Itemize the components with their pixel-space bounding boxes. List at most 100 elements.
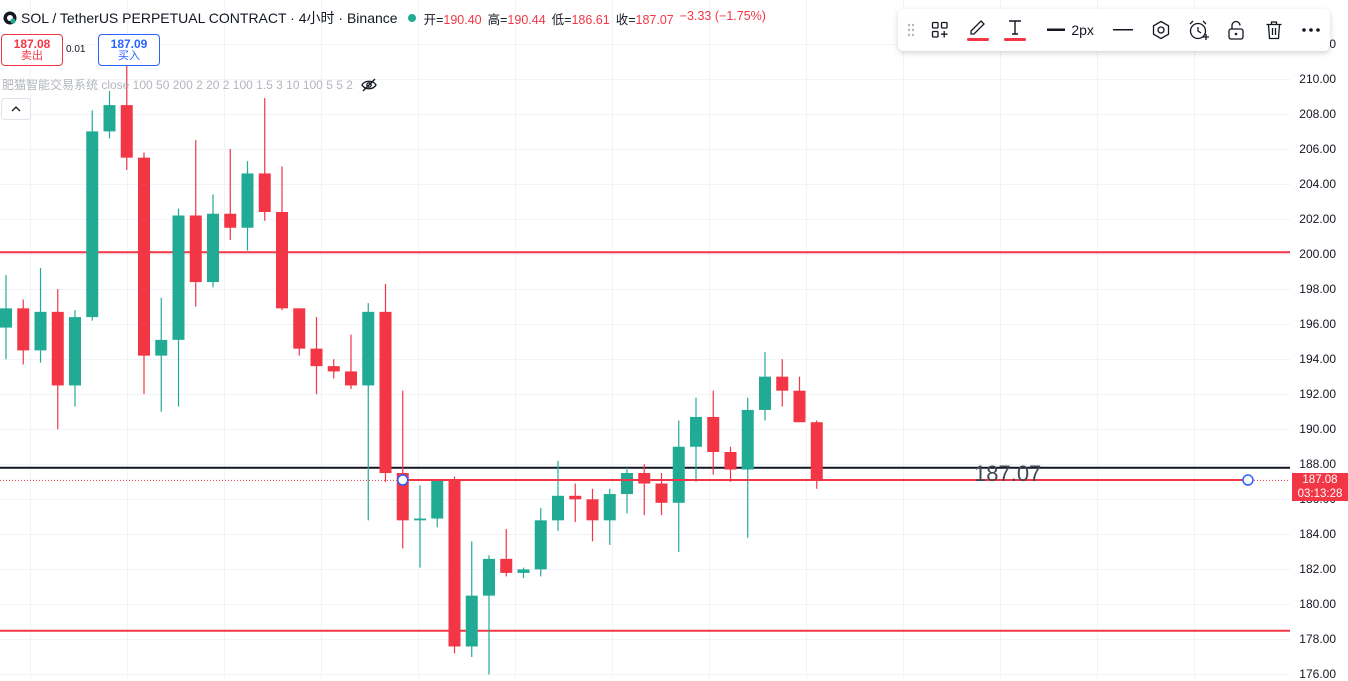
unlock-icon <box>1228 20 1244 40</box>
candlestick-chart[interactable] <box>0 0 1290 678</box>
trend-line[interactable] <box>397 474 1254 486</box>
price-tick: 200.00 <box>1299 247 1336 262</box>
candle <box>810 420 823 489</box>
candle-body <box>603 494 616 521</box>
candle <box>396 390 409 549</box>
drag-handle-icon <box>907 23 915 37</box>
symbol-logo-icon <box>3 11 17 25</box>
line-color-button[interactable] <box>959 9 996 51</box>
candle-body <box>707 416 720 452</box>
candle-body <box>155 339 168 356</box>
candle-body <box>172 215 185 340</box>
candle-body <box>448 480 461 647</box>
horizontal-lines[interactable] <box>0 251 1290 632</box>
candle <box>414 485 426 568</box>
trash-icon <box>1266 21 1282 40</box>
more-button[interactable] <box>1292 9 1329 51</box>
eye-off-icon[interactable] <box>361 78 377 92</box>
candle-body <box>776 376 789 391</box>
candle <box>534 508 547 577</box>
indicator-legend[interactable]: 肥猫智能交易系统 close 100 50 200 2 20 2 100 1.5… <box>2 76 377 93</box>
candle <box>672 420 685 552</box>
candle-body <box>483 558 495 596</box>
candle-body <box>362 311 375 386</box>
ohlc-high-value: 190.44 <box>507 12 546 27</box>
candle <box>483 555 495 675</box>
price-tick: 192.00 <box>1299 387 1336 402</box>
candle-body <box>552 495 564 521</box>
candle-body <box>414 518 426 521</box>
symbol-title[interactable]: SOL / TetherUS PERPETUAL CONTRACT · 4小时 … <box>21 10 398 26</box>
sell-price: 187.08 <box>13 37 51 51</box>
line-width-label: 2px <box>1071 22 1094 38</box>
ohlc-open-value: 190.40 <box>443 12 482 27</box>
buy-button[interactable]: 187.09 买入 <box>98 34 160 66</box>
templates-button[interactable] <box>922 9 959 51</box>
apps-icon <box>932 21 949 38</box>
candle-body <box>638 473 651 484</box>
ohlc-close-label: 收= <box>615 12 636 27</box>
candle <box>793 376 806 423</box>
trend-line-start-handle[interactable] <box>397 474 409 486</box>
delete-button[interactable] <box>1255 9 1292 51</box>
current-price-value: 187.08 <box>1302 474 1338 487</box>
candle-body <box>517 569 530 573</box>
candle <box>431 480 444 528</box>
candle-body <box>103 105 116 132</box>
add-alert-button[interactable] <box>1180 9 1217 51</box>
candle <box>293 308 306 356</box>
sell-button[interactable]: 187.08 卖出 <box>1 34 63 66</box>
candle <box>603 488 616 545</box>
collapse-legend-button[interactable] <box>1 98 31 120</box>
candle <box>379 283 392 482</box>
candle <box>621 467 633 514</box>
trend-line-end-handle[interactable] <box>1242 474 1254 486</box>
candle-body <box>138 157 150 356</box>
candle-body <box>224 213 237 228</box>
candle <box>276 166 288 311</box>
candle <box>759 352 771 421</box>
candle <box>103 91 116 139</box>
candle <box>362 303 375 521</box>
line-width-icon <box>1047 28 1066 31</box>
candle <box>707 390 720 475</box>
candle <box>207 194 219 288</box>
price-tick: 196.00 <box>1299 317 1336 332</box>
drag-handle[interactable] <box>900 9 922 51</box>
candle-body <box>586 499 599 521</box>
candle <box>241 161 254 251</box>
price-tick: 206.00 <box>1299 141 1336 156</box>
candle-body <box>379 311 392 474</box>
candle <box>327 359 340 379</box>
chart-grid <box>0 0 1290 678</box>
price-axis[interactable]: 212.00210.00208.00206.00204.00202.00200.… <box>1290 0 1348 681</box>
bar-countdown: 03:13:28 <box>1297 488 1343 501</box>
candle <box>500 529 513 577</box>
drawing-toolbar: 2px <box>898 9 1330 51</box>
candle <box>155 297 168 412</box>
line-width-button[interactable]: 2px <box>1038 9 1103 51</box>
candle-body <box>672 446 685 503</box>
candle <box>120 61 133 170</box>
lock-button[interactable] <box>1218 9 1255 51</box>
candle-body <box>810 422 823 481</box>
candle-body <box>86 131 99 318</box>
line-style-button[interactable] <box>1103 9 1142 51</box>
candle <box>34 268 47 363</box>
candle <box>690 397 702 482</box>
chevron-up-icon <box>11 106 21 112</box>
market-status-dot <box>407 14 416 22</box>
horizontal-line-label: 187.07 <box>974 461 1042 486</box>
text-color-button[interactable] <box>997 9 1034 51</box>
candle-body <box>241 173 254 228</box>
candle-body <box>69 317 81 386</box>
price-tick: 190.00 <box>1299 422 1336 437</box>
candle <box>465 541 478 657</box>
candle <box>258 98 271 221</box>
settings-button[interactable] <box>1143 9 1180 51</box>
candle-body <box>724 452 737 470</box>
candle <box>69 310 81 407</box>
line-style-icon <box>1112 29 1133 31</box>
ohlc-close-value: 187.07 <box>635 12 674 27</box>
ohlc-change-value: −3.33 (−1.75%) <box>679 8 766 23</box>
